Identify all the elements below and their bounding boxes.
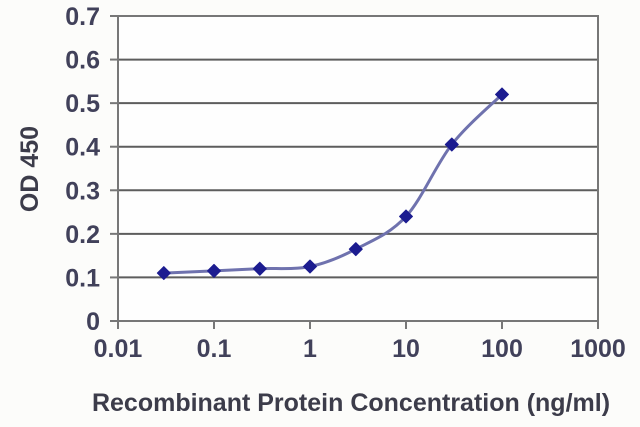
data-point-marker	[495, 87, 509, 102]
y-axis-title: OD 450	[16, 126, 44, 212]
x-tick-label: 1000	[570, 335, 626, 363]
y-tick-label: 0.5	[65, 90, 100, 118]
x-tick-label: 0.1	[197, 335, 232, 363]
data-point-marker	[207, 263, 221, 278]
plot-area	[118, 16, 598, 321]
y-tick-label: 0.7	[65, 3, 100, 31]
y-tick-label: 0.3	[65, 177, 100, 205]
data-point-marker	[303, 259, 317, 274]
y-tick-label: 0	[86, 308, 100, 336]
data-point-marker	[399, 209, 413, 224]
x-tick-label: 10	[392, 335, 420, 363]
plot-frame	[117, 15, 599, 322]
data-point-marker	[252, 261, 267, 276]
data-point-marker	[156, 266, 171, 281]
x-tick-label: 100	[481, 335, 523, 363]
data-point-marker	[348, 242, 363, 257]
y-tick-label: 0.6	[65, 47, 100, 75]
y-tick-label: 0.1	[65, 264, 100, 292]
x-tick-label: 0.01	[94, 335, 143, 363]
x-tick-label: 1	[303, 335, 317, 363]
y-tick-label: 0.2	[65, 221, 100, 249]
y-tick-label: 0.4	[65, 134, 100, 162]
x-axis-title: Recombinant Protein Concentration (ng/ml…	[92, 389, 610, 417]
data-point-marker	[444, 137, 459, 152]
